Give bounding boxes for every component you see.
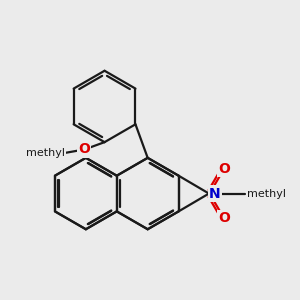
Text: methyl: methyl bbox=[26, 148, 65, 158]
Text: methyl: methyl bbox=[247, 188, 286, 199]
Text: O: O bbox=[79, 142, 90, 157]
Text: N: N bbox=[209, 187, 220, 200]
Text: O: O bbox=[218, 211, 230, 225]
Text: O: O bbox=[218, 162, 230, 176]
